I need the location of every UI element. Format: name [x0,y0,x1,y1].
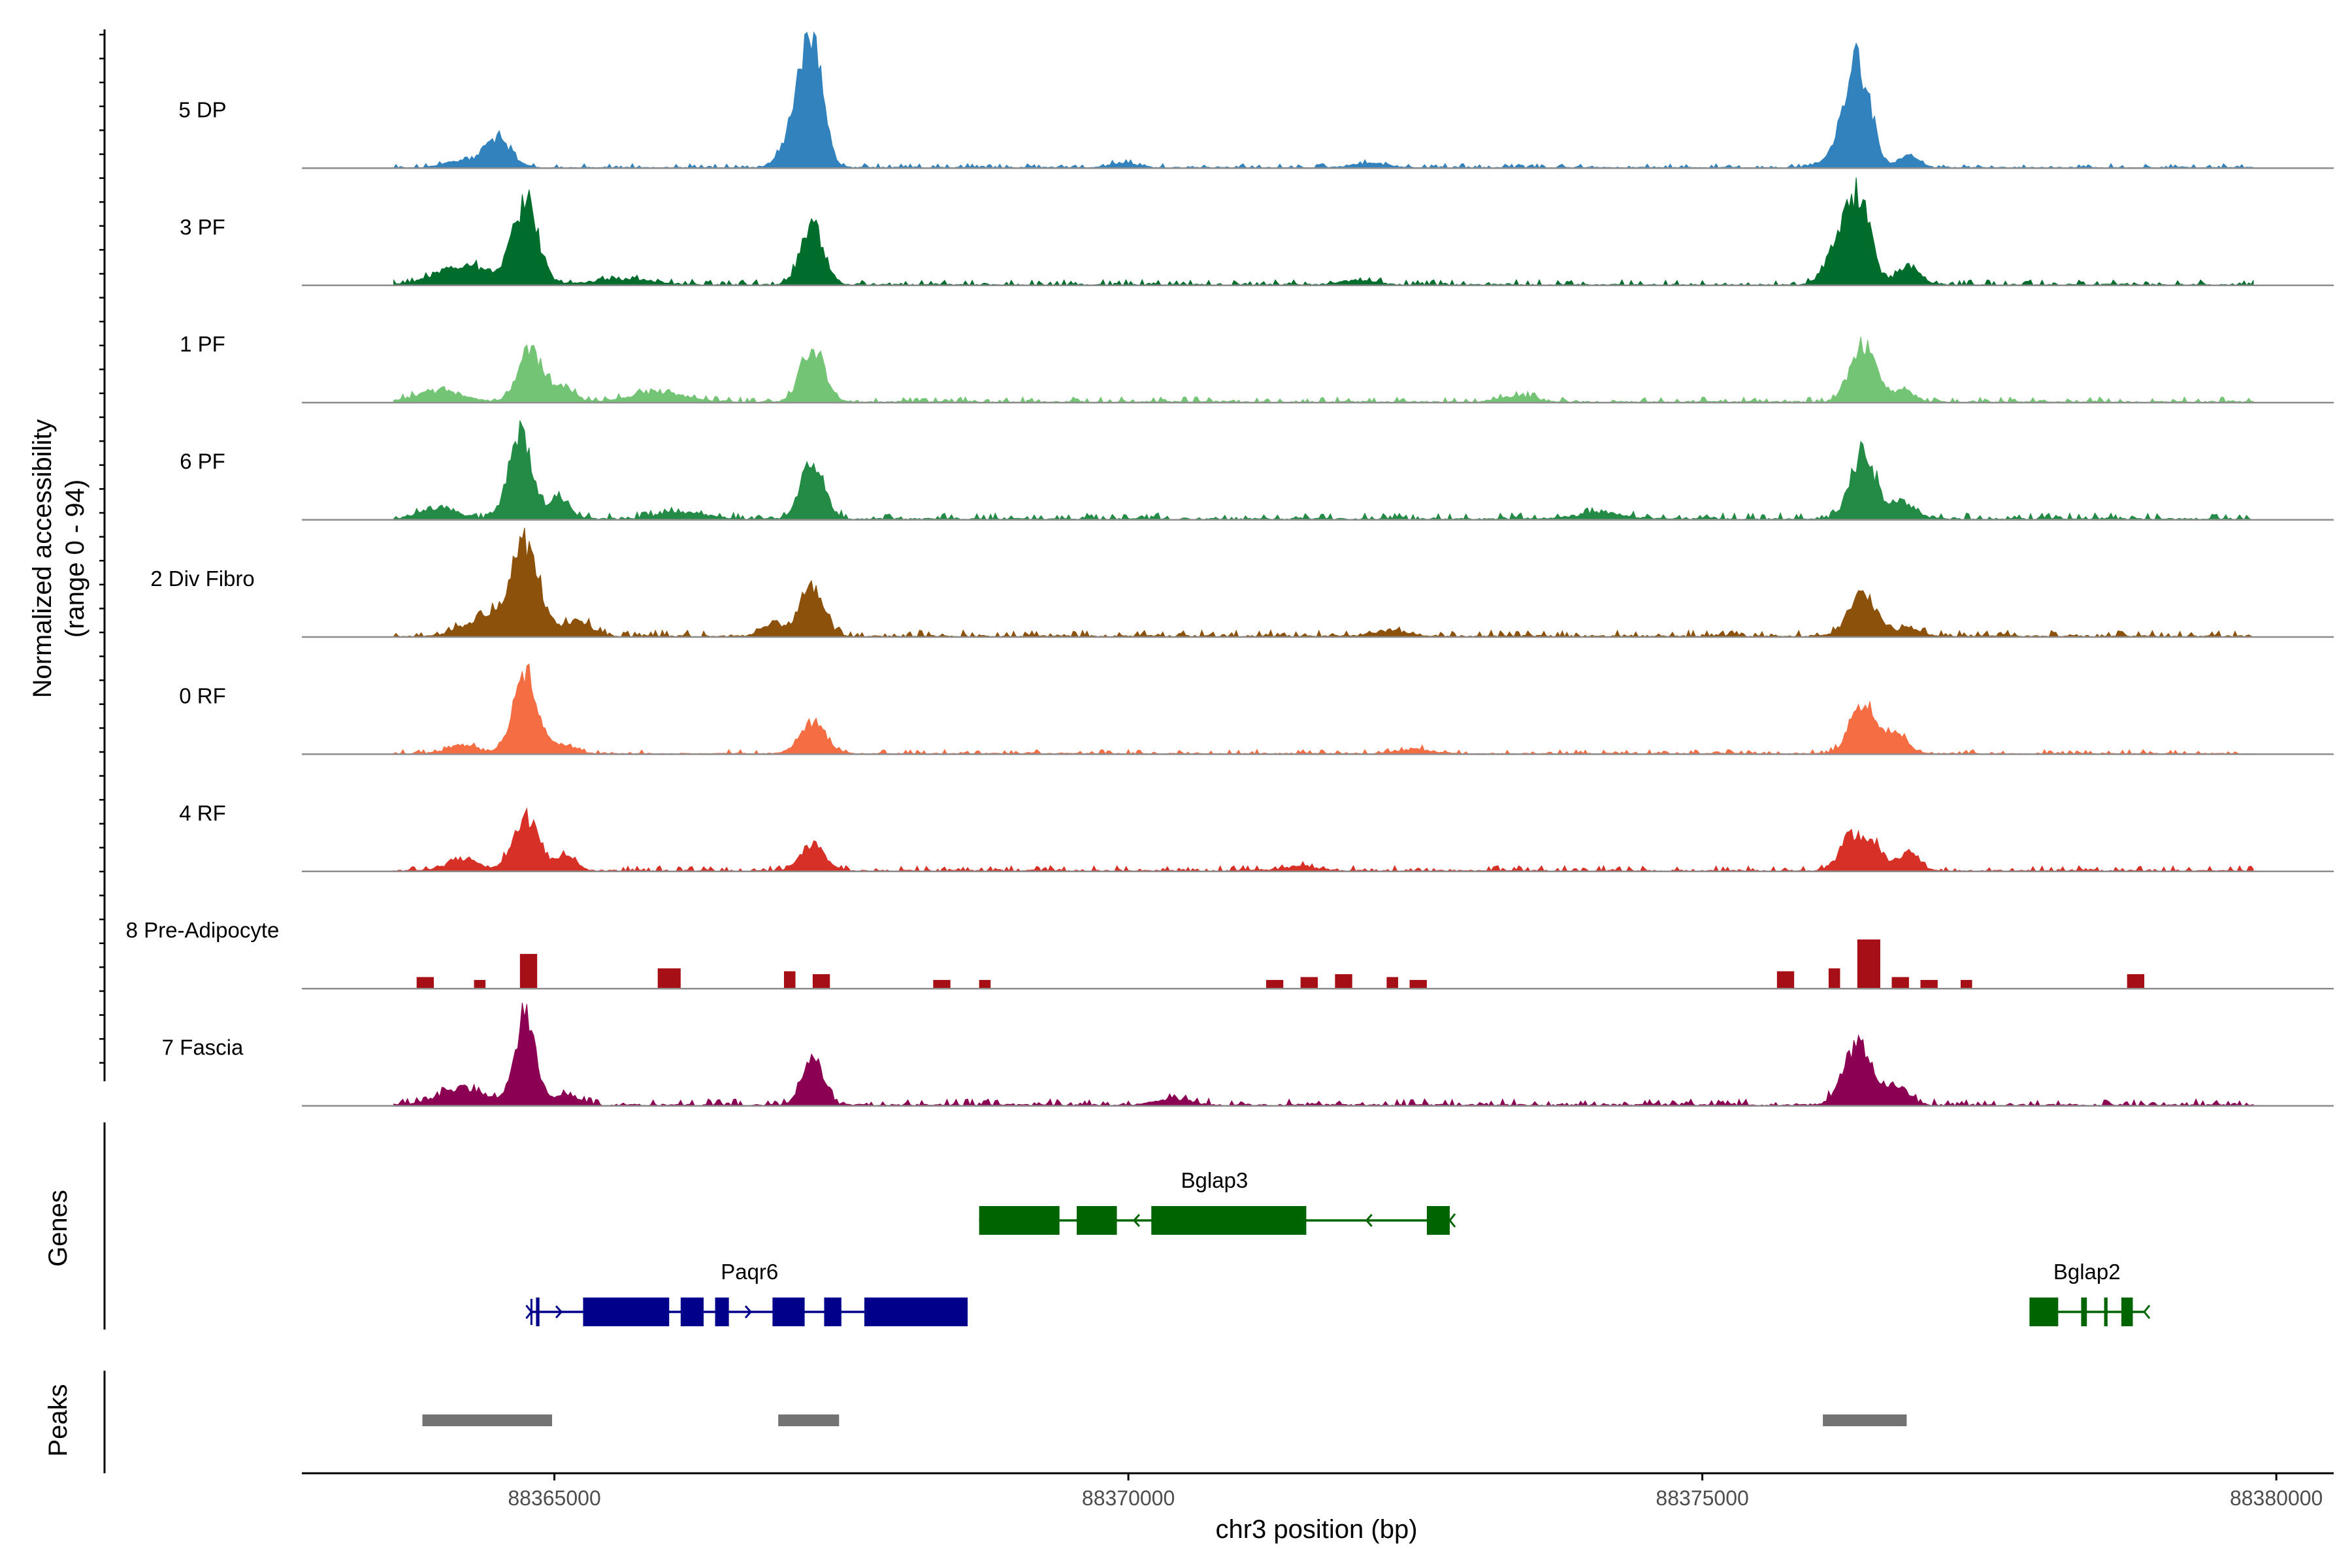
track-label: 3 PF [180,215,225,239]
signal-block [933,979,951,989]
x-tick-label: 88380000 [2230,1486,2323,1510]
signal-block [1776,971,1795,989]
exon [864,1298,968,1326]
gene-label: Paqr6 [721,1260,778,1284]
exon [583,1298,670,1326]
y-axis-title: Normalized accessibility [28,419,57,698]
signal-block [1857,939,1880,989]
track-6-pf [302,420,2334,521]
gene-paqr6: Paqr6 [525,1260,968,1326]
track-1-pf [302,336,2334,404]
track-0-rf [302,663,2334,755]
signal-block [1828,968,1840,989]
signal-block [657,968,681,989]
gene-bglap3: Bglap3 [979,1168,1456,1235]
strand-arrow [1132,1214,1140,1227]
signal-area [393,31,2254,169]
signal-block [1960,979,1972,989]
exon [979,1206,1060,1235]
peak-region [422,1414,553,1426]
signal-block [1891,977,1909,989]
x-tick-label: 88370000 [1082,1486,1175,1510]
track-label: 8 Pre-Adipocyte [126,918,280,942]
track-label: 5 DP [178,97,226,122]
track-label: 1 PF [180,332,225,356]
peak-region [778,1414,840,1426]
signal-block [1920,979,1938,989]
signal-block [1386,977,1398,989]
y-axis [99,29,106,1081]
signal-area [393,663,2254,755]
track-label: 4 RF [179,801,226,825]
track-2-div-fibro [302,527,2334,638]
track-7-fascia [302,1002,2334,1107]
strand-arrow [2143,1305,2151,1319]
track-4-rf [302,807,2334,873]
strand-arrow [555,1305,563,1318]
track-label: 2 Div Fibro [150,566,255,591]
exon [1151,1206,1307,1235]
peaks-track [103,1371,1907,1473]
gene-label: Bglap2 [2053,1260,2121,1284]
exon [715,1298,729,1326]
track-8-pre-adipocyte [302,939,2334,990]
signal-area [393,420,2254,521]
signal-area [393,177,2254,286]
y-axis-range: (range 0 - 94) [61,480,90,638]
signal-block [416,977,434,989]
x-axis: 88365000 88370000 88375000 88380000 [302,1472,2334,1510]
signal-area [393,1002,2254,1107]
exon [1426,1206,1450,1235]
track-label: 0 RF [179,683,226,708]
exon [680,1298,704,1326]
peaks-label: Peaks [44,1384,73,1456]
exon [2029,1298,2059,1326]
exon [772,1298,805,1326]
signal-area [393,336,2254,404]
x-tick-label: 88365000 [508,1486,600,1510]
x-axis-title: chr3 position (bp) [1215,1515,1417,1544]
signal-block [474,979,486,989]
signal-block [979,979,991,989]
gene-label: Bglap3 [1181,1168,1248,1192]
x-tick-label: 88375000 [1656,1486,1748,1510]
signal-area [393,527,2254,638]
track-labels: 5 DP 3 PF 1 PF 6 PF 2 Div Fibro 0 RF 4 RF 8 Pre… [126,97,280,1059]
track-label: 7 Fascia [162,1036,244,1060]
strand-arrow [1365,1214,1373,1227]
signal-block [519,954,538,989]
track-3-pf [302,177,2334,287]
track-label: 6 PF [180,449,225,474]
strand-arrow [744,1305,753,1318]
signal-block [1409,979,1427,989]
genes-track: Bglap3 Paqr6 Bglap2 [103,1122,2151,1330]
signal-block [812,974,830,989]
exon [2104,1298,2108,1326]
exon [2081,1298,2087,1326]
exon [2121,1298,2133,1326]
exon [824,1298,841,1326]
signal-block [783,971,796,989]
track-5-dp [302,31,2334,169]
peak-region [1823,1414,1907,1426]
genes-label: Genes [44,1190,73,1267]
signal-block [1266,979,1284,989]
exon [1077,1206,1117,1235]
strand-arrow [1448,1213,1456,1228]
signal-area [393,807,2254,872]
gene-bglap2: Bglap2 [2029,1260,2151,1326]
accessibility-tracks [302,31,2334,1107]
signal-block [1300,977,1318,989]
exon [536,1298,540,1326]
signal-block [1335,974,1352,989]
signal-block [2127,974,2145,989]
